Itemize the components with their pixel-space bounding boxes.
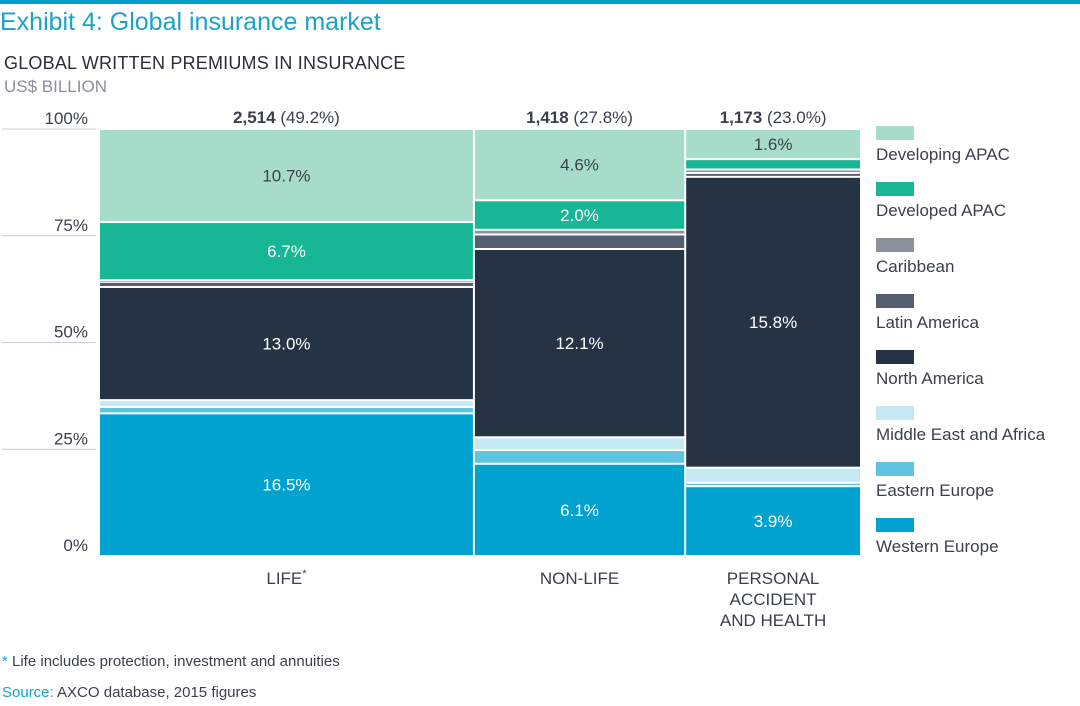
- legend-item: Developing APAC: [876, 126, 1076, 166]
- segment-value-label: 10.7%: [262, 167, 310, 186]
- bar-segment: [474, 464, 685, 555]
- bar-segment: [100, 130, 473, 222]
- legend-swatch: [876, 462, 914, 476]
- bar-segment: [686, 177, 860, 467]
- top-rule: [0, 0, 1080, 4]
- legend-item: North America: [876, 350, 1076, 390]
- bar-segment: [686, 160, 860, 169]
- column-total-value: 1,418: [526, 108, 573, 127]
- footnote: * Life includes protection, investment a…: [2, 653, 340, 670]
- legend-label: North America: [876, 369, 984, 388]
- bar-segment: [474, 451, 685, 463]
- segment-value-label: 6.7%: [267, 242, 306, 261]
- legend-swatch: [876, 126, 914, 140]
- column-total-label: 1,173 (23.0%): [720, 108, 827, 127]
- category-label-line: PERSONAL: [727, 569, 820, 588]
- bar-segment: [686, 130, 860, 159]
- legend-swatch: [876, 406, 914, 420]
- category-label-line: LIFE: [266, 569, 302, 588]
- bar-segment: [474, 201, 685, 229]
- legend-item: Western Europe: [876, 518, 1076, 558]
- bar-segment: [474, 438, 685, 450]
- legend-label: Caribbean: [876, 257, 955, 276]
- footnote-marker: *: [2, 653, 8, 670]
- category-label: LIFE*: [266, 568, 307, 588]
- bar-segment: [474, 249, 685, 437]
- category-label-line: NON-LIFE: [540, 569, 619, 588]
- legend-item: Caribbean: [876, 238, 1076, 278]
- legend-item: Developed APAC: [876, 182, 1076, 222]
- footnote-text: Life includes protection, investment and…: [7, 653, 340, 670]
- bar-segment: [100, 287, 473, 400]
- bar-segment: [686, 487, 860, 555]
- segment-value-label: 12.1%: [555, 334, 603, 353]
- legend-label: Eastern Europe: [876, 481, 995, 500]
- source-note: Source: AXCO database, 2015 figures: [2, 684, 256, 701]
- chart-units: US$ BILLION: [4, 77, 107, 96]
- legend-item: Middle East and Africa: [876, 406, 1076, 446]
- segment-value-label: 1.6%: [754, 135, 793, 154]
- y-tick-label: 0%: [63, 536, 88, 555]
- legend-swatch: [876, 294, 914, 308]
- legend-swatch: [876, 350, 914, 364]
- bar-segment: [100, 281, 473, 282]
- source-label: Source:: [2, 684, 54, 701]
- column-total-value: 2,514: [233, 108, 280, 127]
- category-label: PERSONAL ACCIDENT AND HEALTH: [720, 569, 826, 630]
- bar-segment: [686, 173, 860, 176]
- category-label-line: ACCIDENT: [730, 590, 817, 609]
- segment-value-label: 2.0%: [560, 206, 599, 225]
- legend-swatch: [876, 518, 914, 532]
- legend-label: Latin America: [876, 313, 979, 332]
- bar-segment: [474, 230, 685, 234]
- column-total-value: 1,173: [720, 108, 767, 127]
- segment-value-label: 13.0%: [262, 335, 310, 354]
- category-label: NON-LIFE: [540, 569, 619, 588]
- bar-segment: [100, 401, 473, 406]
- source-text: AXCO database, 2015 figures: [53, 684, 257, 701]
- column-total-label: 1,418 (27.8%): [526, 108, 633, 127]
- bar-segment: [474, 235, 685, 248]
- bar-segment: [100, 407, 473, 413]
- legend-label: Developing APAC: [876, 145, 1010, 164]
- legend-item: Latin America: [876, 294, 1076, 334]
- exhibit-title: Exhibit 4: Global insurance market: [0, 8, 381, 36]
- legend-label: Developed APAC: [876, 201, 1007, 220]
- marimekko-chart: 0% 25% 50% 75% 100% 16.5% 13.0% 6.7% 10.7% 2,514 …: [2, 108, 860, 630]
- bar-segment: [100, 414, 473, 555]
- y-tick-label: 75%: [54, 216, 88, 235]
- chart-subtitle: GLOBAL WRITTEN PREMIUMS IN INSURANCE: [4, 53, 406, 73]
- bar-segment: [100, 282, 473, 286]
- legend-label: Western Europe: [876, 537, 999, 556]
- column-share-value: (27.8%): [573, 108, 633, 127]
- column-share-value: (49.2%): [280, 108, 340, 127]
- segment-value-label: 16.5%: [262, 476, 310, 495]
- y-tick-label: 50%: [54, 323, 88, 342]
- bar-segment: [686, 170, 860, 172]
- column-share-value: (23.0%): [767, 108, 827, 127]
- bar-segment: [686, 468, 860, 482]
- segment-value-label: 6.1%: [560, 501, 599, 520]
- legend-label: Middle East and Africa: [876, 425, 1046, 444]
- y-tick-label: 25%: [54, 429, 88, 448]
- bar-segment: [686, 483, 860, 486]
- category-label-line: AND HEALTH: [720, 611, 826, 630]
- legend-swatch: [876, 238, 914, 252]
- y-tick-label: 100%: [45, 109, 88, 128]
- bar-segment: [474, 130, 685, 200]
- footnote-marker-superscript: *: [302, 568, 307, 580]
- bar-segment: [100, 223, 473, 280]
- legend-item: Eastern Europe: [876, 462, 1076, 502]
- segment-value-label: 15.8%: [749, 313, 797, 332]
- segment-value-label: 4.6%: [560, 156, 599, 175]
- legend-swatch: [876, 182, 914, 196]
- column-total-label: 2,514 (49.2%): [233, 108, 340, 127]
- segment-value-label: 3.9%: [754, 512, 793, 531]
